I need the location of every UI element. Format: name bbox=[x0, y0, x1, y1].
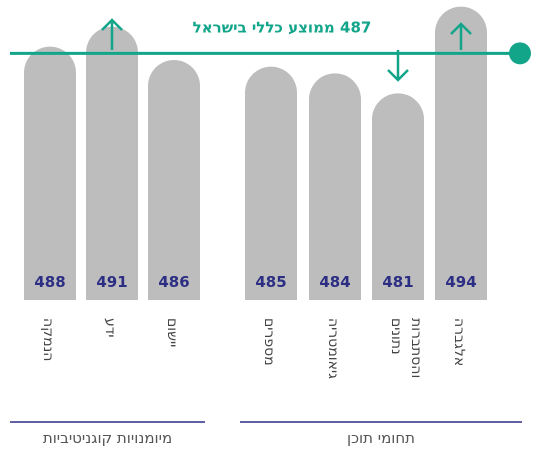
reference-label: 487 ממוצע כללי בישראל bbox=[193, 18, 372, 36]
arrow-up bbox=[101, 18, 123, 50]
bar bbox=[148, 60, 200, 300]
value-label: 488 bbox=[34, 273, 65, 291]
bar bbox=[86, 26, 138, 300]
group-label: מיומנויות קוגניטיביות bbox=[42, 429, 173, 447]
group-label: תחומי תוכן bbox=[346, 429, 416, 447]
category-label: גיאומטריה bbox=[325, 318, 341, 379]
bar bbox=[309, 73, 361, 300]
arrow-down bbox=[387, 50, 409, 82]
bar bbox=[435, 6, 487, 301]
arrow-up bbox=[450, 22, 472, 50]
value-label: 481 bbox=[382, 273, 413, 291]
bar bbox=[245, 66, 297, 300]
category-label: מספרים bbox=[261, 318, 277, 366]
category-label: הנמקה bbox=[40, 318, 56, 362]
bar bbox=[24, 46, 76, 300]
category-label: ידע bbox=[102, 318, 118, 338]
category-label: נתונים והסתברות bbox=[388, 318, 424, 379]
value-label: 486 bbox=[158, 273, 189, 291]
category-label: אלגברה bbox=[451, 318, 467, 367]
value-label: 494 bbox=[445, 273, 476, 291]
bar bbox=[372, 93, 424, 300]
value-label: 484 bbox=[319, 273, 350, 291]
arrows bbox=[101, 18, 472, 82]
value-label: 485 bbox=[255, 273, 286, 291]
reference-marker bbox=[509, 42, 531, 65]
category-label: יישום bbox=[164, 318, 180, 348]
value-label: 491 bbox=[96, 273, 127, 291]
